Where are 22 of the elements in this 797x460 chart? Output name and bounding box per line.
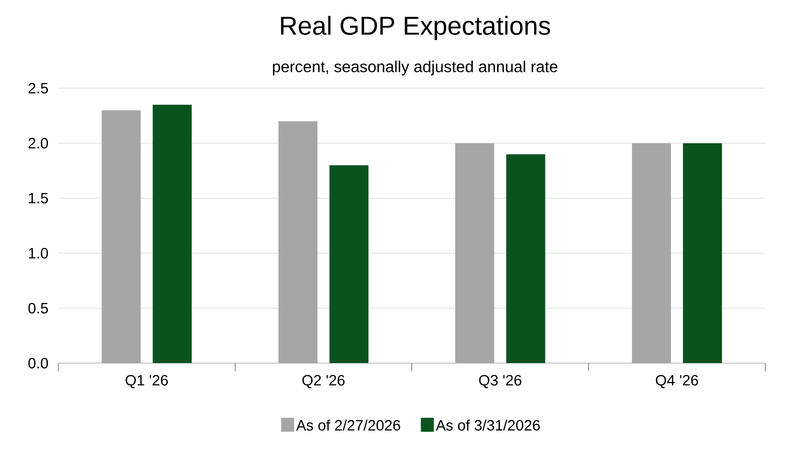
- x-tick-label: Q1 '26: [126, 374, 168, 388]
- y-tick-label: 2.0: [28, 138, 48, 148]
- y-tick-label: 1.5: [28, 192, 48, 204]
- bar: [278, 121, 318, 364]
- legend-label: As of 3/31/2026: [436, 420, 540, 431]
- legend-label: As of 2/27/2026: [296, 420, 400, 431]
- y-tick-label: 1.0: [28, 248, 48, 258]
- x-tick-label: Q3 '26: [479, 374, 522, 388]
- x-tick-label: Q2 '26: [302, 374, 345, 388]
- chart-subtitle: percent, seasonally adjusted annual rate: [272, 60, 558, 76]
- bar: [152, 104, 192, 364]
- bar: [632, 143, 671, 364]
- y-tick-label: 0.0: [28, 358, 48, 368]
- y-tick-label: 2.5: [28, 82, 48, 94]
- y-tick-label: 0.5: [28, 302, 48, 314]
- x-tick-label: Q4 '26: [656, 374, 698, 388]
- bar: [506, 154, 546, 364]
- bar: [455, 143, 494, 364]
- bar: [682, 143, 722, 364]
- bar: [102, 110, 141, 364]
- chart-title: Real GDP Expectations: [281, 16, 550, 40]
- bar: [329, 165, 368, 364]
